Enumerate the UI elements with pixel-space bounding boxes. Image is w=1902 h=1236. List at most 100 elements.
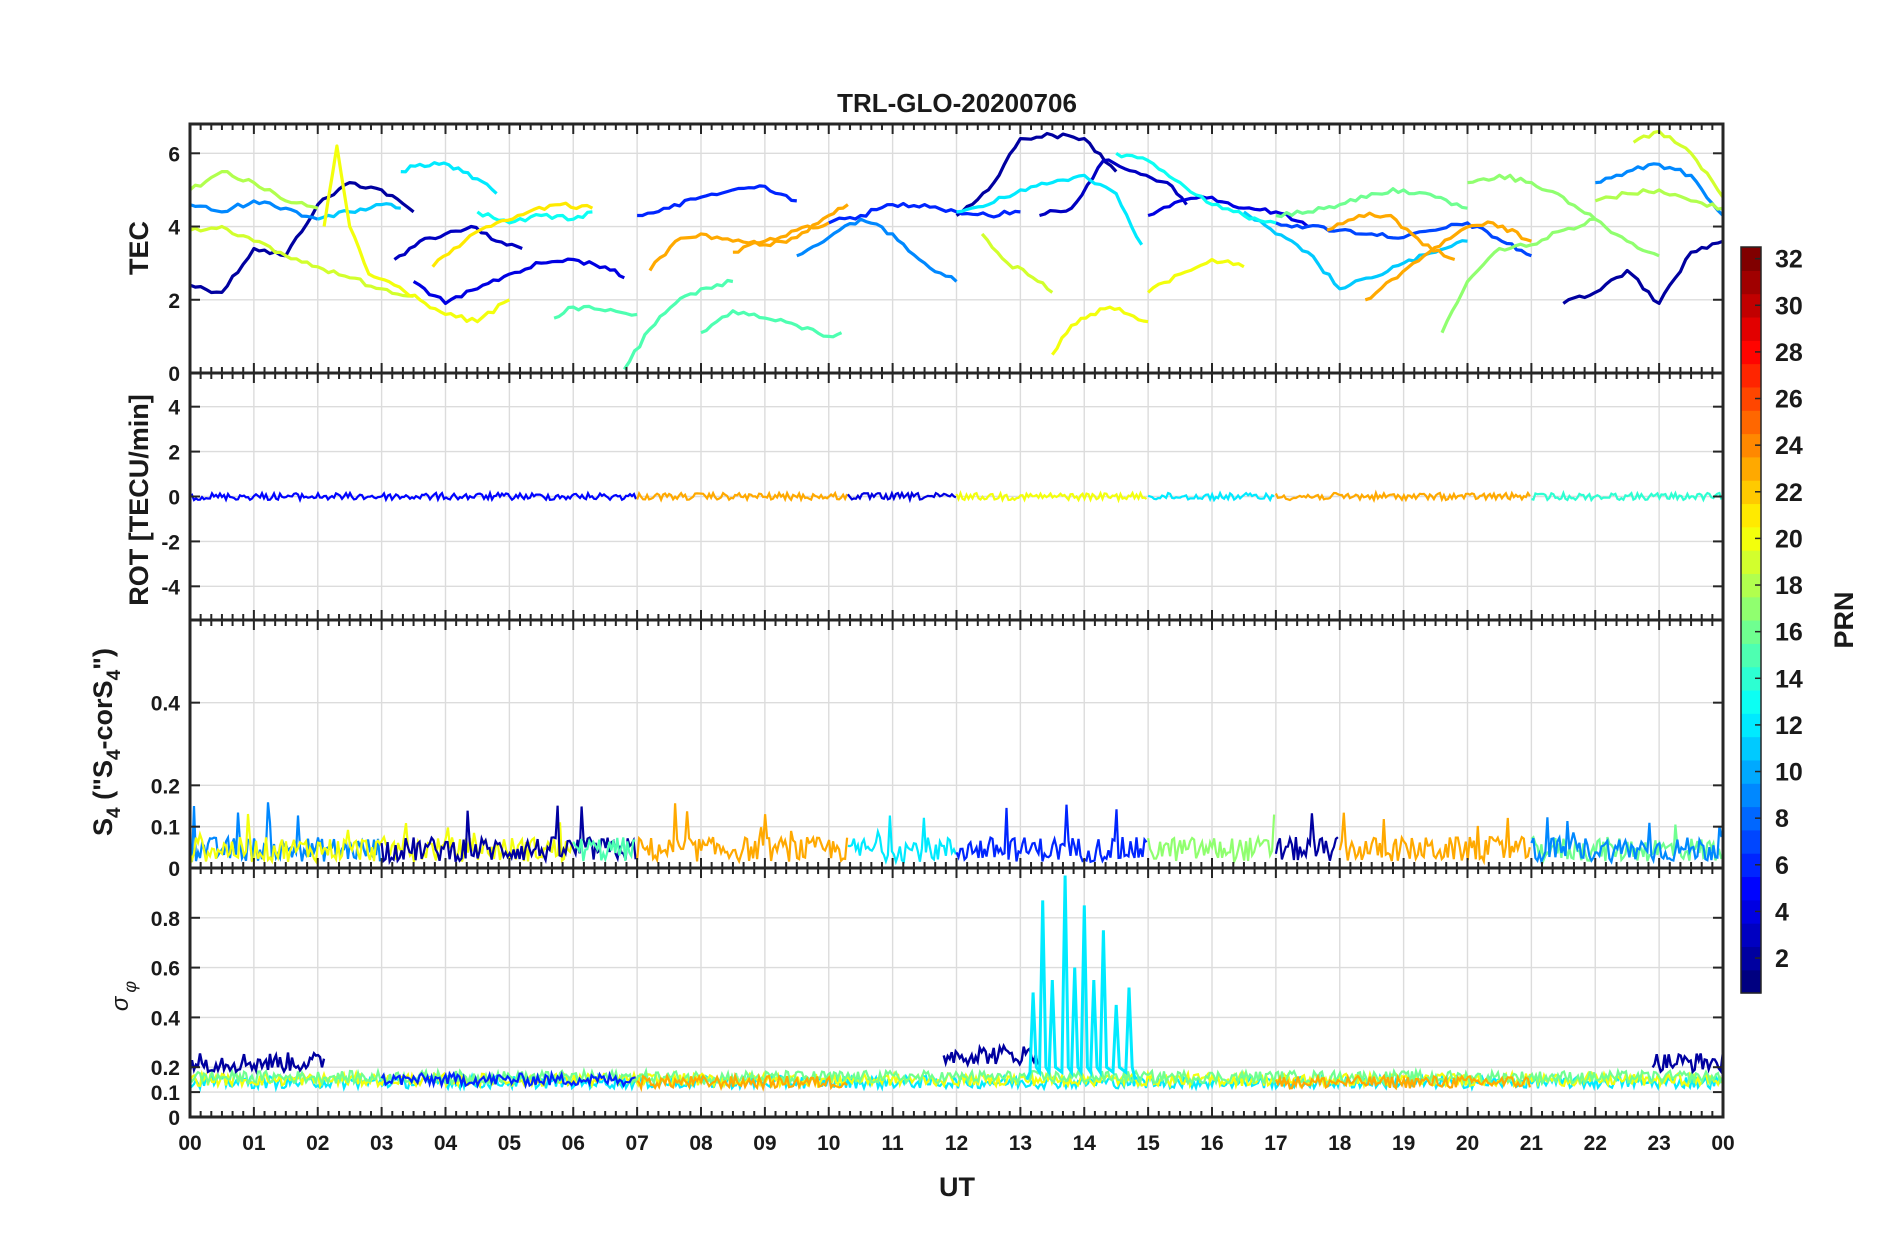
tec-series-prn-17: [1440, 217, 1596, 334]
colorbar-swatch-prn-2: [1741, 946, 1761, 971]
sigma-trace: [636, 1071, 848, 1093]
s4-trace: [1274, 813, 1339, 861]
tec-series-prn-11: [317, 202, 401, 221]
colorbar-swatch-prn-30: [1741, 293, 1761, 318]
tec-series-prn-9: [1595, 162, 1723, 217]
rot-panel: -4 -2 0 2 4: [161, 371, 1725, 622]
colorbar-swatch-prn-23: [1741, 456, 1761, 481]
colorbar-tick-label: 32: [1775, 246, 1803, 274]
s4-trace: [636, 803, 849, 865]
tec-series-prn-23: [1364, 220, 1532, 302]
tec-ytick-label: 6: [168, 143, 180, 166]
s4-ytick-label: 0: [168, 858, 180, 881]
colorbar-swatch-prn-8: [1741, 806, 1761, 831]
rot-ytick-label: -2: [161, 531, 180, 554]
x-tick-label: 00: [178, 1132, 201, 1155]
s4-trace: [572, 837, 636, 864]
tec-series-prn-15: [700, 309, 843, 339]
colorbar-swatch-prn-20: [1741, 526, 1761, 551]
rot-ytick-label: -4: [161, 576, 180, 599]
x-tick-label: 19: [1392, 1132, 1415, 1155]
colorbar-swatch-prn-4: [1741, 899, 1761, 924]
x-tick-label: 01: [242, 1132, 266, 1155]
x-tick-label: 08: [689, 1132, 713, 1155]
tec-series-prn-3: [393, 224, 523, 261]
x-axis-label: UT: [939, 1172, 975, 1202]
colorbar-tick-label: 24: [1775, 432, 1803, 460]
x-tick-label: 17: [1264, 1132, 1287, 1155]
colorbar-swatch-prn-32: [1741, 247, 1761, 271]
colorbar-tick-label: 10: [1775, 759, 1803, 787]
x-tick-label: 20: [1456, 1132, 1479, 1155]
tec-series-prn-20: [1147, 257, 1245, 294]
sigma-phi-ylabel: σφ: [107, 981, 140, 1011]
sigma-data: [190, 875, 1723, 1093]
tec-series-prn-15: [622, 278, 734, 371]
tec-series-prn-2: [1562, 239, 1723, 305]
x-tick-label: 07: [625, 1132, 648, 1155]
tec-series-prn-9: [190, 199, 319, 221]
colorbar-swatch-prn-22: [1741, 480, 1761, 505]
tec-series-prn-15: [553, 304, 638, 320]
s4-trace: [380, 805, 637, 866]
sigma-ytick-label: 0.6: [151, 958, 180, 981]
colorbar-swatch-prn-19: [1741, 550, 1761, 574]
sigma-ytick-label: 0.4: [151, 1007, 181, 1030]
sigma-prn2-elevated: [190, 1050, 326, 1075]
colorbar-swatch-prn-18: [1741, 573, 1761, 598]
tec-data: [190, 129, 1723, 371]
tec-ytick-label: 4: [168, 217, 180, 240]
colorbar-swatch-prn-15: [1741, 643, 1761, 668]
sigma-axes-frame: [188, 866, 1725, 1119]
sigma-prn2-elevated: [1651, 1052, 1723, 1075]
x-tick-label: 11: [882, 1132, 905, 1155]
colorbar-swatch-prn-27: [1741, 363, 1761, 388]
x-tick-label: 23: [1647, 1132, 1670, 1155]
sigma-ytick-label: 0.2: [151, 1057, 180, 1080]
colorbar-tick-label: 14: [1775, 665, 1803, 693]
s4-ytick-label: 0.2: [151, 775, 180, 798]
x-tick-label: 18: [1328, 1132, 1352, 1155]
tec-series-prn-16: [1275, 187, 1468, 219]
tec-series-prn-2: [190, 181, 415, 295]
s4-ytick-label: 0.4: [151, 693, 181, 716]
tec-series-prn-18: [190, 170, 319, 210]
tec-series-prn-6: [637, 184, 797, 218]
colorbar-swatch-prn-9: [1741, 783, 1761, 808]
colorbar-swatch-prn-26: [1741, 386, 1761, 411]
tec-series-prn-21: [431, 201, 594, 268]
tec-series-prn-4: [1147, 194, 1309, 228]
x-tick-label: 03: [370, 1132, 393, 1155]
rot-data: [190, 489, 1723, 504]
sigma-prn2-elevated: [942, 1042, 1039, 1068]
rot-ytick-label: 4: [168, 397, 180, 420]
tec-series-prn-20: [322, 144, 511, 324]
colorbar-swatch-prn-6: [1741, 853, 1761, 878]
colorbar-swatch-prn-3: [1741, 923, 1761, 947]
colorbar-swatch-prn-12: [1741, 713, 1761, 738]
rot-trace: [1274, 489, 1531, 503]
colorbar-tick-label: 8: [1775, 805, 1789, 833]
x-tick-label: 09: [753, 1132, 776, 1155]
colorbar-tick-label: 28: [1775, 339, 1803, 367]
s4-trace: [1338, 812, 1531, 866]
colorbar-swatch-prn-13: [1741, 689, 1761, 714]
colorbar-swatch-prn-7: [1741, 829, 1761, 854]
tec-ytick-label: 2: [168, 290, 180, 313]
x-tick-label: 21: [1520, 1132, 1544, 1155]
x-tick-label: 16: [1200, 1132, 1223, 1155]
tec-series-prn-4: [412, 257, 625, 305]
colorbar-swatch-prn-16: [1741, 620, 1761, 644]
s4-ytick-label: 0.1: [151, 817, 181, 840]
s4-trace: [1530, 817, 1723, 865]
tec-series-prn-20: [1051, 305, 1149, 356]
tec-series-prn-18: [1594, 188, 1723, 211]
tec-series-prn-17: [1467, 173, 1660, 258]
tec-series-prn-9: [796, 217, 958, 283]
colorbar-label: PRN: [1829, 591, 1859, 648]
tec-series-prn-23: [1326, 211, 1456, 262]
rot-trace: [955, 490, 1148, 504]
rot-ytick-label: 0: [168, 487, 180, 510]
rot-trace: [636, 490, 849, 503]
